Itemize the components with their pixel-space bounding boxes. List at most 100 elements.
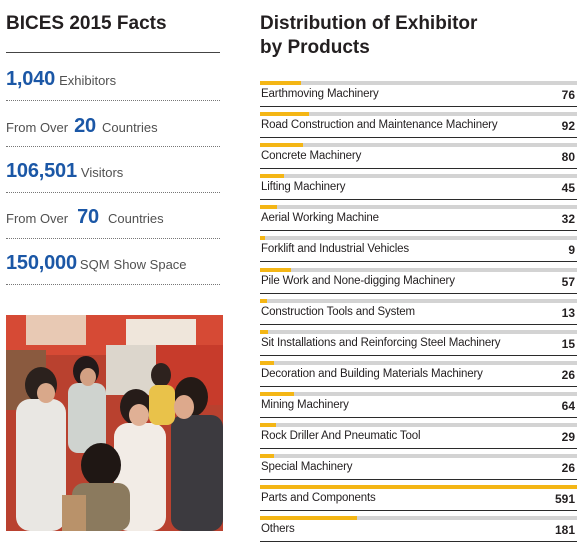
row-divider bbox=[260, 510, 577, 512]
category-label: Others bbox=[261, 523, 295, 536]
distribution-title-line2: by Products bbox=[260, 37, 370, 58]
category-label: Mining Machinery bbox=[261, 398, 349, 411]
visitor-countries-suffix: Countries bbox=[107, 211, 164, 226]
category-label: Earthmoving Machinery bbox=[261, 88, 379, 100]
category-label: Parts and Components bbox=[261, 492, 376, 505]
distribution-row: Road Construction and Maintenance Machin… bbox=[260, 112, 577, 143]
show-space-area: 150,000 bbox=[6, 252, 77, 274]
row-divider bbox=[260, 323, 577, 325]
row-divider bbox=[260, 541, 577, 543]
bar-track bbox=[260, 267, 577, 272]
category-value: 32 bbox=[561, 212, 575, 227]
bar-fill bbox=[260, 485, 577, 490]
facts-title: BICES 2015 Facts bbox=[6, 13, 167, 34]
bar-track bbox=[260, 298, 577, 303]
exhibition-crowd-photo bbox=[6, 315, 223, 531]
fact-exhibitors: 1,040 Exhibitors bbox=[6, 68, 220, 90]
row-divider bbox=[260, 292, 577, 294]
distribution-row: Pile Work and None-digging Machinery 57 bbox=[260, 267, 577, 299]
visitors-count: 106,501 bbox=[6, 160, 77, 182]
fact-divider bbox=[6, 192, 220, 193]
category-label: Sit Installations and Reinforcing Steel … bbox=[261, 336, 501, 349]
category-label: Aerial Working Machine bbox=[261, 212, 379, 225]
distribution-row: Sit Installations and Reinforcing Steel … bbox=[260, 329, 577, 361]
fact-divider bbox=[6, 146, 220, 147]
category-value: 80 bbox=[561, 150, 575, 165]
show-space-label: Show Space bbox=[113, 257, 187, 272]
bar-fill bbox=[260, 454, 274, 459]
show-space-unit: SQM bbox=[79, 257, 110, 272]
bar-track bbox=[260, 391, 577, 396]
bar-fill bbox=[260, 236, 265, 241]
category-label: Decoration and Building Materials Machin… bbox=[261, 367, 483, 380]
distribution-row: Construction Tools and System 13 bbox=[260, 298, 577, 330]
bar-track bbox=[260, 423, 577, 428]
category-value: 13 bbox=[561, 305, 575, 320]
visitors-label: Visitors bbox=[80, 165, 124, 180]
distribution-row: Others 181 bbox=[260, 516, 577, 547]
distribution-row: Special Machinery 26 bbox=[260, 454, 577, 485]
bar-track bbox=[260, 236, 577, 241]
category-label: Special Machinery bbox=[261, 461, 353, 474]
exhibitor-countries-suffix: Countries bbox=[101, 120, 158, 135]
distribution-row: Parts and Components 591 bbox=[260, 485, 577, 516]
bar-track bbox=[260, 329, 577, 334]
row-divider bbox=[260, 230, 577, 232]
row-divider bbox=[260, 448, 577, 450]
bar-fill bbox=[260, 205, 278, 210]
category-value: 26 bbox=[561, 367, 575, 382]
category-value: 64 bbox=[561, 398, 575, 413]
category-value: 57 bbox=[561, 274, 575, 289]
category-label: Forklift and Industrial Vehicles bbox=[261, 243, 409, 256]
fact-show-space: 150,000 SQM Show Space bbox=[6, 252, 220, 274]
fact-divider bbox=[6, 238, 220, 239]
bar-fill bbox=[260, 174, 285, 179]
category-value: 45 bbox=[561, 181, 575, 196]
category-value: 591 bbox=[554, 492, 575, 507]
bar-track bbox=[260, 360, 577, 365]
fact-exhibitor-countries: From Over 20 Countries bbox=[6, 115, 220, 137]
visitor-countries-prefix: From Over bbox=[6, 211, 69, 226]
category-label: Road Construction and Maintenance Machin… bbox=[261, 119, 498, 132]
visitor-countries-count: 70 bbox=[77, 206, 99, 228]
bar-track bbox=[260, 454, 577, 459]
category-label: Lifting Machinery bbox=[261, 181, 346, 194]
category-label: Pile Work and None-digging Machinery bbox=[261, 274, 455, 287]
bar-track bbox=[260, 205, 577, 210]
category-value: 15 bbox=[561, 336, 575, 351]
row-divider bbox=[260, 479, 577, 481]
category-label: Construction Tools and System bbox=[261, 305, 415, 318]
row-divider bbox=[260, 261, 577, 263]
distribution-row: Lifting Machinery 45 bbox=[260, 174, 577, 205]
bar-fill bbox=[260, 267, 291, 272]
distribution-row: Concrete Machinery 80 bbox=[260, 143, 577, 174]
category-label: Rock Driller And Pneumatic Tool bbox=[261, 430, 421, 443]
category-value: 76 bbox=[561, 88, 575, 102]
fact-visitor-countries: From Over 70 Countries bbox=[6, 206, 220, 228]
category-value: 181 bbox=[554, 523, 575, 538]
row-divider bbox=[260, 416, 577, 418]
row-divider bbox=[260, 137, 577, 139]
distribution-row: Rock Driller And Pneumatic Tool 29 bbox=[260, 423, 577, 454]
category-value: 29 bbox=[561, 430, 575, 445]
bar-track bbox=[260, 81, 577, 85]
exhibitor-countries-count: 20 bbox=[74, 115, 96, 137]
exhibitors-label: Exhibitors bbox=[59, 73, 117, 88]
bar-fill bbox=[260, 81, 301, 85]
row-divider bbox=[260, 199, 577, 201]
row-divider bbox=[260, 168, 577, 170]
fact-visitors: 106,501 Visitors bbox=[6, 160, 220, 182]
bar-fill bbox=[260, 298, 267, 303]
row-divider bbox=[260, 354, 577, 356]
bar-track bbox=[260, 516, 577, 521]
fact-divider bbox=[6, 100, 220, 101]
fact-divider bbox=[6, 284, 220, 285]
bar-fill bbox=[260, 329, 268, 334]
distribution-row: Decoration and Building Materials Machin… bbox=[260, 360, 577, 392]
category-value: 92 bbox=[561, 119, 575, 134]
bar-fill bbox=[260, 391, 295, 396]
bar-fill bbox=[260, 516, 358, 521]
category-value: 9 bbox=[568, 243, 575, 258]
bar-track bbox=[260, 485, 577, 490]
row-divider bbox=[260, 106, 577, 107]
